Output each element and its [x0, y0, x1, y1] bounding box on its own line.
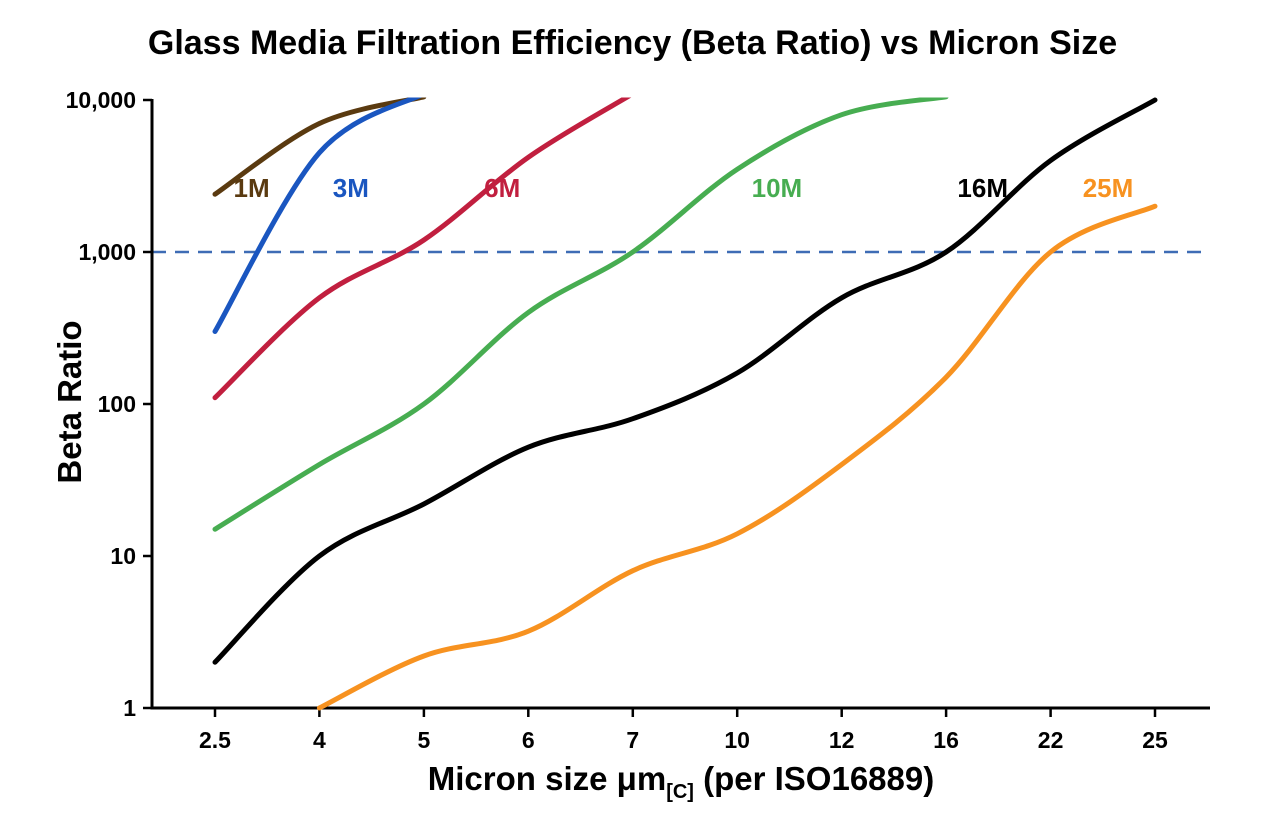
x-axis-label-subscript: [C] [666, 781, 694, 803]
series-label-25M: 25M [1083, 173, 1134, 203]
y-tick-label: 1 [123, 695, 136, 721]
y-tick-label: 10 [110, 543, 136, 569]
x-tick-label: 5 [418, 727, 431, 753]
x-tick-label: 4 [313, 727, 326, 753]
x-axis-label-tail: (per ISO16889) [693, 760, 935, 797]
x-axis-label: Micron size μm[C] (per ISO16889) [428, 760, 934, 804]
series-line-6M [212, 97, 632, 401]
x-tick-label: 10 [724, 727, 750, 753]
x-tick-label: 6 [522, 727, 535, 753]
x-tick-label: 16 [933, 727, 959, 753]
y-tick-label: 100 [98, 391, 136, 417]
x-tick-label: 7 [626, 727, 639, 753]
x-tick-label: 25 [1142, 727, 1168, 753]
y-tick-label: 10,000 [66, 87, 136, 113]
x-tick-label: 2.5 [199, 727, 231, 753]
chart-title: Glass Media Filtration Efficiency (Beta … [147, 24, 1118, 62]
series-label-6M: 6M [484, 173, 520, 203]
x-tick-label: 22 [1038, 727, 1064, 753]
series-label-1M: 1M [234, 173, 270, 203]
series-line-3M [212, 97, 422, 334]
x-axis-label-main: Micron size μm [427, 760, 667, 797]
y-tick-label: 1,000 [78, 239, 136, 265]
series-label-10M: 10M [752, 173, 803, 203]
series-line-16M [212, 97, 1158, 665]
series-label-3M: 3M [333, 173, 369, 203]
series-line-10M [212, 97, 949, 532]
series-label-16M: 16M [957, 173, 1008, 203]
series-line-25M [316, 203, 1158, 711]
x-tick-label: 12 [829, 727, 855, 753]
y-axis-label: Beta Ratio [51, 320, 88, 484]
